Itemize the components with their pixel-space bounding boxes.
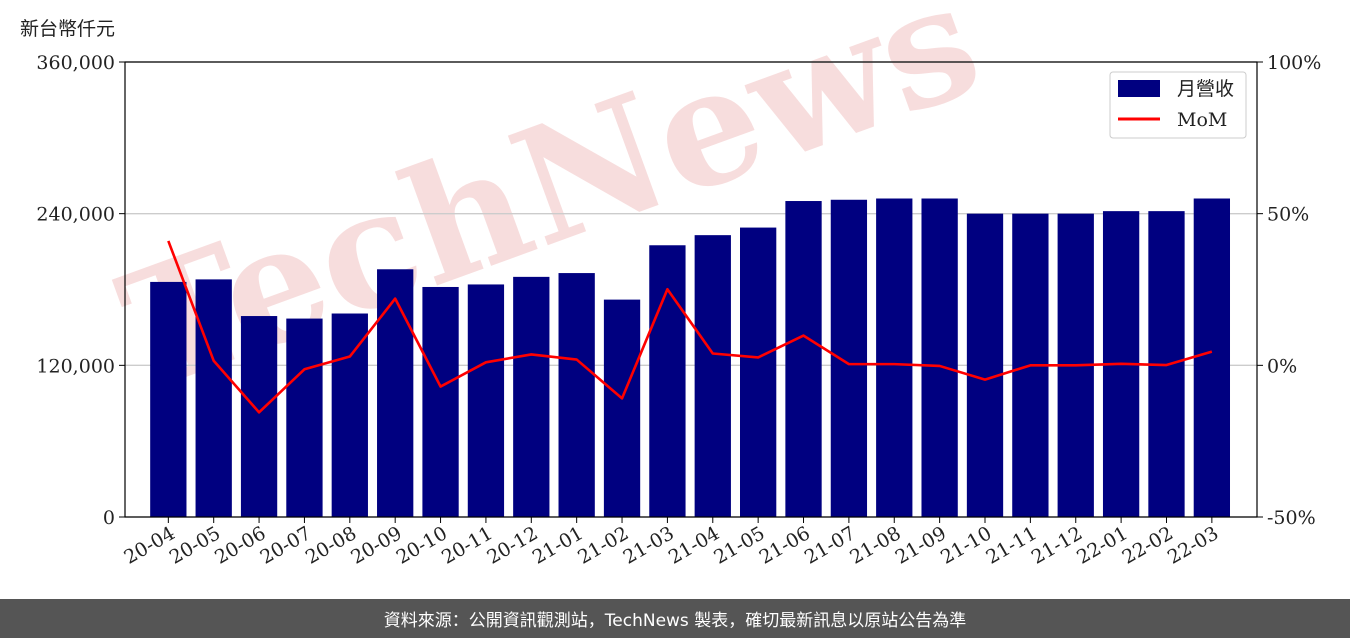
x-axis: 20-0420-0520-0620-0720-0820-0920-1020-11…: [120, 517, 1222, 569]
mom-line-series: [167, 240, 1213, 414]
x-tick-label: 20-08: [302, 522, 360, 568]
bar-20-06: [240, 316, 278, 517]
bar-20-12: [513, 276, 550, 517]
y-axis-left: 0 120,000 240,000 360,000: [36, 52, 125, 529]
source-footer: 資料來源：公開資訊觀測站，TechNews 製表，確切最新訊息以原站公告為準: [0, 599, 1350, 638]
bar-21-05: [740, 227, 777, 517]
x-tick-label: 20-06: [211, 522, 269, 568]
bar-20-09: [377, 269, 414, 517]
y-left-tick-label: 360,000: [36, 52, 115, 74]
bar-20-08: [331, 313, 368, 517]
bar-series: [150, 198, 1231, 517]
bar-21-06: [785, 201, 822, 517]
y-left-tick-label: 120,000: [36, 355, 115, 377]
y-left-tick-label: 240,000: [36, 204, 115, 226]
y-right-tick-label: -50%: [1267, 507, 1316, 529]
legend-bar-label: 月營收: [1177, 78, 1234, 100]
bar-21-09: [921, 198, 958, 517]
legend: 月營收 MoM: [1109, 71, 1247, 139]
mom-line: [167, 240, 1213, 414]
x-tick-label: 21-09: [892, 522, 950, 568]
bar-20-05: [195, 279, 232, 517]
x-tick-label: 21-07: [801, 522, 859, 568]
x-tick-label: 20-09: [347, 522, 405, 568]
x-tick-label: 21-10: [937, 522, 995, 568]
x-tick-label: 21-02: [574, 522, 632, 568]
x-tick-label: 21-04: [665, 522, 723, 568]
bar-20-11: [467, 284, 505, 517]
y-right-tick-label: 50%: [1267, 204, 1309, 226]
bar-20-10: [422, 286, 459, 517]
x-tick-label: 21-11: [982, 522, 1040, 568]
x-tick-label: 21-06: [756, 522, 814, 568]
bar-21-03: [649, 245, 686, 517]
plot-frame: [124, 61, 1258, 518]
x-tick-label: 21-05: [710, 522, 768, 568]
legend-line-label: MoM: [1177, 109, 1227, 131]
x-tick-label: 22-01: [1073, 522, 1131, 568]
x-tick-label: 22-03: [1164, 522, 1222, 568]
source-footer-text: 資料來源：公開資訊觀測站，TechNews 製表，確切最新訊息以原站公告為準: [383, 611, 967, 631]
y-axis-unit-label: 新台幣仟元: [20, 18, 116, 40]
x-tick-label: 20-07: [256, 522, 314, 568]
x-tick-label: 21-12: [1028, 522, 1086, 568]
bar-20-07: [286, 318, 323, 517]
bar-21-01: [558, 273, 595, 517]
bar-22-03: [1193, 198, 1231, 517]
bar-21-04: [694, 235, 731, 517]
x-tick-label: 20-11: [438, 522, 496, 568]
x-tick-label: 20-10: [393, 522, 451, 568]
x-tick-label: 21-03: [619, 522, 677, 568]
x-tick-label: 22-02: [1119, 522, 1177, 568]
x-tick-label: 21-01: [529, 522, 587, 568]
bar-21-07: [830, 199, 868, 517]
x-tick-label: 20-05: [166, 522, 224, 568]
x-tick-label: 20-04: [120, 522, 178, 568]
bar-21-02: [603, 299, 641, 517]
y-right-tick-label: 0%: [1267, 355, 1297, 377]
bar-21-08: [876, 198, 913, 517]
bar-21-10: [966, 213, 1004, 517]
y-left-tick-label: 0: [103, 507, 115, 529]
x-tick-label: 20-12: [483, 522, 541, 568]
x-tick-label: 21-08: [846, 522, 904, 568]
legend-bar-swatch: [1118, 80, 1160, 97]
bar-20-04: [150, 281, 187, 517]
y-right-tick-label: 100%: [1267, 52, 1321, 74]
y-axis-right: -50% 0% 50% 100%: [1257, 52, 1321, 529]
